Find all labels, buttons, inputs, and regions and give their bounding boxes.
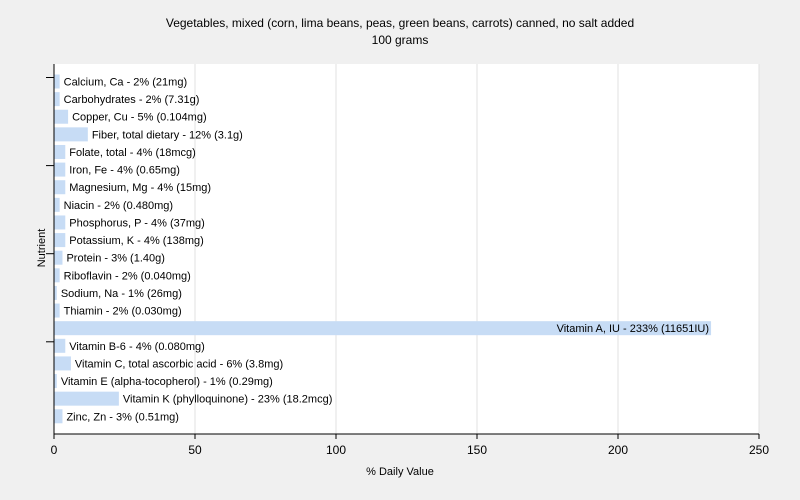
bar-label: Magnesium, Mg - 4% (15mg) xyxy=(69,182,211,194)
bar xyxy=(54,74,60,89)
x-tick-label: 150 xyxy=(467,443,487,457)
chart-subtitle: 100 grams xyxy=(371,33,429,47)
bar xyxy=(54,409,63,424)
bar-label: Phosphorus, P - 4% (37mg) xyxy=(69,217,205,229)
bar xyxy=(54,303,60,318)
bar xyxy=(54,233,66,248)
bar xyxy=(54,391,119,406)
x-tick-label: 200 xyxy=(608,443,628,457)
chart-title: Vegetables, mixed (corn, lima beans, pea… xyxy=(165,16,635,30)
bar xyxy=(54,374,57,389)
bar xyxy=(54,180,66,195)
x-tick-label: 0 xyxy=(51,443,58,457)
bar-label: Zinc, Zn - 3% (0.51mg) xyxy=(66,411,178,423)
plot-area xyxy=(54,64,759,434)
bar xyxy=(54,127,88,142)
bar xyxy=(54,144,66,159)
bar-label: Vitamin B-6 - 4% (0.080mg) xyxy=(69,341,205,353)
bar xyxy=(54,285,57,300)
x-tick-label: 50 xyxy=(188,443,202,457)
bar xyxy=(54,321,712,336)
bar-label: Fiber, total dietary - 12% (3.1g) xyxy=(92,129,243,141)
bar-label: Vitamin C, total ascorbic acid - 6% (3.8… xyxy=(75,358,283,370)
bar-label: Vitamin E (alpha-tocopherol) - 1% (0.29m… xyxy=(61,376,273,388)
bar-label: Vitamin K (phylloquinone) - 23% (18.2mcg… xyxy=(123,394,333,406)
bar xyxy=(54,250,63,265)
bar xyxy=(54,162,66,177)
bar-label: Potassium, K - 4% (138mg) xyxy=(69,235,204,247)
bar-label: Riboflavin - 2% (0.040mg) xyxy=(64,270,191,282)
bar xyxy=(54,338,66,353)
bar xyxy=(54,197,60,212)
bar-label: Iron, Fe - 4% (0.65mg) xyxy=(69,165,180,177)
bar xyxy=(54,356,71,371)
bar-label: Copper, Cu - 5% (0.104mg) xyxy=(72,112,207,124)
x-axis-title: % Daily Value xyxy=(366,466,434,478)
bar-label: Niacin - 2% (0.480mg) xyxy=(64,200,173,212)
bar-label: Calcium, Ca - 2% (21mg) xyxy=(64,77,187,89)
x-tick-label: 250 xyxy=(749,443,769,457)
bar-label: Sodium, Na - 1% (26mg) xyxy=(61,288,182,300)
bar-label: Vitamin A, IU - 233% (11651IU) xyxy=(557,323,709,335)
bar xyxy=(54,215,66,230)
bar xyxy=(54,92,60,107)
bar-label: Carbohydrates - 2% (7.31g) xyxy=(64,94,200,106)
bar xyxy=(54,109,69,124)
bar-label: Protein - 3% (1.40g) xyxy=(66,253,164,265)
x-tick-label: 100 xyxy=(326,443,346,457)
bar xyxy=(54,268,60,283)
bar-label: Folate, total - 4% (18mcg) xyxy=(69,147,196,159)
bar-label: Thiamin - 2% (0.030mg) xyxy=(64,306,182,318)
